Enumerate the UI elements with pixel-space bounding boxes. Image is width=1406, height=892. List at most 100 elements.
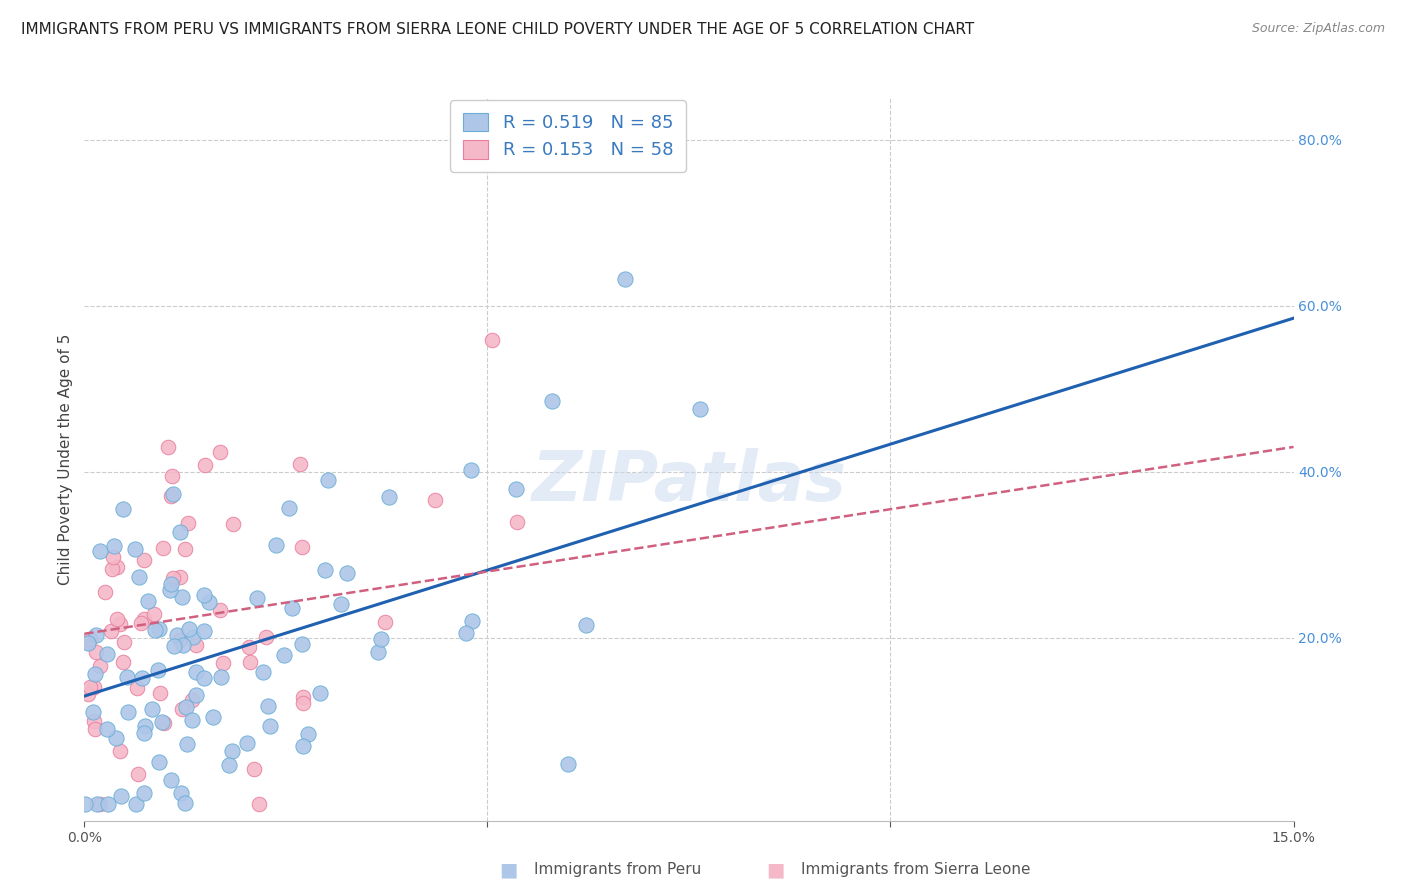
- Point: [198, 595, 221, 609]
- Point: [177, 622, 200, 636]
- Point: [76, 687, 98, 701]
- Point: [505, 482, 527, 496]
- Point: [689, 401, 711, 416]
- Point: [153, 716, 176, 731]
- Point: [100, 562, 122, 576]
- Point: [84, 722, 107, 736]
- Point: [152, 541, 174, 555]
- Point: [460, 463, 482, 477]
- Text: Source: ZipAtlas.com: Source: ZipAtlas.com: [1251, 22, 1385, 36]
- Point: [209, 444, 232, 458]
- Point: [238, 640, 260, 654]
- Point: [79, 632, 101, 646]
- Point: [184, 638, 207, 652]
- Text: ■: ■: [766, 860, 785, 880]
- Point: [336, 566, 359, 580]
- Point: [110, 789, 132, 803]
- Point: [136, 594, 159, 608]
- Point: [112, 635, 135, 649]
- Point: [134, 612, 156, 626]
- Point: [77, 635, 100, 649]
- Point: [93, 585, 115, 599]
- Point: [132, 726, 155, 740]
- Point: [143, 624, 166, 638]
- Point: [309, 686, 332, 700]
- Point: [201, 710, 224, 724]
- Point: [273, 648, 295, 662]
- Point: [291, 697, 314, 711]
- Point: [173, 796, 195, 810]
- Point: [541, 394, 564, 409]
- Point: [82, 705, 104, 719]
- Point: [146, 663, 169, 677]
- Point: [180, 714, 202, 728]
- Point: [86, 797, 108, 811]
- Point: [112, 501, 135, 516]
- Point: [170, 590, 193, 604]
- Point: [247, 797, 270, 811]
- Text: Immigrants from Peru: Immigrants from Peru: [534, 863, 702, 877]
- Point: [221, 744, 243, 758]
- Point: [314, 563, 336, 577]
- Text: IMMIGRANTS FROM PERU VS IMMIGRANTS FROM SIERRA LEONE CHILD POVERTY UNDER THE AGE: IMMIGRANTS FROM PERU VS IMMIGRANTS FROM …: [21, 22, 974, 37]
- Point: [103, 550, 125, 565]
- Point: [174, 699, 197, 714]
- Point: [252, 665, 274, 680]
- Point: [481, 333, 503, 347]
- Point: [288, 457, 311, 471]
- Point: [103, 539, 125, 553]
- Point: [367, 645, 389, 659]
- Point: [297, 727, 319, 741]
- Point: [186, 688, 208, 702]
- Point: [163, 639, 186, 653]
- Point: [162, 571, 184, 585]
- Point: [291, 540, 314, 554]
- Point: [77, 636, 100, 650]
- Point: [193, 671, 215, 685]
- Point: [89, 544, 111, 558]
- Point: [506, 515, 529, 529]
- Point: [117, 705, 139, 719]
- Point: [107, 612, 129, 626]
- Point: [243, 762, 266, 776]
- Point: [169, 632, 191, 647]
- Point: [125, 797, 148, 811]
- Point: [425, 493, 447, 508]
- Point: [374, 615, 396, 630]
- Point: [208, 602, 231, 616]
- Point: [194, 458, 217, 473]
- Point: [86, 628, 108, 642]
- Point: [105, 559, 128, 574]
- Point: [157, 440, 180, 454]
- Point: [222, 517, 245, 532]
- Point: [172, 638, 194, 652]
- Point: [172, 701, 194, 715]
- Point: [89, 659, 111, 673]
- Point: [141, 702, 163, 716]
- Point: [169, 570, 191, 584]
- Point: [278, 501, 301, 516]
- Text: ■: ■: [499, 860, 517, 880]
- Point: [143, 607, 166, 621]
- Point: [132, 786, 155, 800]
- Point: [166, 628, 188, 642]
- Point: [115, 670, 138, 684]
- Point: [83, 680, 105, 694]
- Point: [159, 583, 181, 598]
- Point: [456, 625, 478, 640]
- Point: [162, 487, 184, 501]
- Point: [105, 731, 128, 745]
- Point: [97, 797, 120, 811]
- Point: [177, 516, 200, 530]
- Point: [291, 739, 314, 753]
- Point: [84, 645, 107, 659]
- Point: [159, 577, 181, 591]
- Point: [184, 665, 207, 679]
- Point: [329, 597, 352, 611]
- Point: [131, 671, 153, 685]
- Point: [218, 758, 240, 772]
- Point: [132, 553, 155, 567]
- Point: [181, 693, 204, 707]
- Point: [79, 680, 101, 694]
- Point: [110, 744, 132, 758]
